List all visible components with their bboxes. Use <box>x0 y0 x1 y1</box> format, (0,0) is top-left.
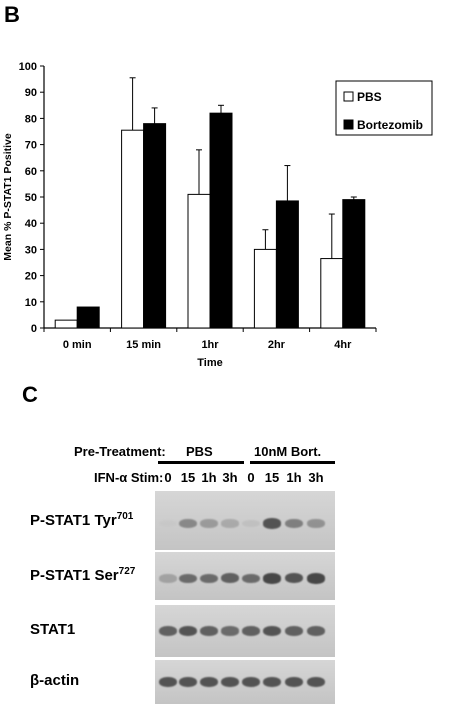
lane-label: 3h <box>308 470 324 485</box>
blot-row-label: P-STAT1 Tyr701 <box>30 511 133 529</box>
x-tick-label: 1hr <box>201 339 219 351</box>
bar-pbs <box>253 248 277 329</box>
blot-band <box>200 519 218 528</box>
y-tick-label: 90 <box>25 87 37 99</box>
bar-pbs <box>121 129 145 329</box>
blot-band <box>200 573 218 584</box>
blot-row-label: STAT1 <box>30 621 75 638</box>
blot-band <box>179 518 197 529</box>
blot-band <box>285 573 303 584</box>
blot-band <box>179 573 197 584</box>
chart-axes: 0 10 20 30 40 50 60 70 80 90 100 Mean % P-STAT1 Pos… <box>2 61 377 369</box>
blot-band <box>179 676 197 688</box>
lane-label: 0 <box>164 470 172 485</box>
blot-band <box>242 626 260 636</box>
x-tick-label: 4hr <box>334 339 352 351</box>
blot-row-name: β-actin <box>30 672 80 689</box>
blot-band <box>159 519 177 528</box>
blot-band <box>200 676 218 688</box>
lane-label: 1h <box>201 470 217 485</box>
blot-band <box>263 573 281 584</box>
y-tick-label: 10 <box>25 297 37 309</box>
y-tick-label: 30 <box>25 244 37 256</box>
blot-strip <box>155 491 335 550</box>
panel-c-label: C <box>22 382 38 407</box>
y-tick-label: 70 <box>25 140 37 152</box>
bar-bortezomib <box>342 199 366 329</box>
blot-band <box>242 519 260 528</box>
blot-band <box>263 625 281 637</box>
bar-pbs <box>54 319 78 329</box>
blot-row-name: P-STAT1 Ser <box>30 567 119 584</box>
stim-label: IFN-α Stim: <box>94 470 164 485</box>
blot-band <box>307 518 325 528</box>
y-tick-label: 20 <box>25 271 37 283</box>
blot-strip <box>155 605 335 657</box>
blot-band <box>285 676 303 688</box>
lane-label: 15 <box>180 470 196 485</box>
legend-swatch <box>343 91 354 102</box>
x-tick-label: 0 min <box>63 339 92 351</box>
blot-row-superscript: 727 <box>118 566 136 577</box>
bar-bortezomib <box>76 306 100 329</box>
blot-band <box>307 573 325 584</box>
blot-strip <box>155 660 335 704</box>
y-tick-label: 80 <box>25 113 37 125</box>
blot-strip <box>155 552 335 600</box>
legend-swatch <box>343 119 354 130</box>
blot-band <box>221 626 239 636</box>
lane-label: 3h <box>222 470 238 485</box>
y-tick-label: 50 <box>25 192 37 204</box>
bar-pbs <box>320 258 344 329</box>
blot-band <box>242 573 260 584</box>
blot-band <box>221 519 239 528</box>
chart-bars <box>54 77 366 329</box>
chart-legend: PBS Bortezomib <box>335 80 433 136</box>
blot-band <box>285 626 303 636</box>
legend-label: PBS <box>357 90 382 104</box>
blot-band <box>307 676 325 688</box>
x-tick-label: 2hr <box>268 339 286 351</box>
blot-band <box>263 518 281 529</box>
blot-band <box>221 676 239 688</box>
blot-band <box>285 518 303 529</box>
blot-row-name: STAT1 <box>30 621 76 638</box>
group-bar-bort <box>250 461 335 464</box>
blot-band <box>200 626 218 636</box>
blot-band <box>263 676 281 688</box>
bar-bortezomib <box>209 112 233 329</box>
group-label-pbs: PBS <box>186 444 213 459</box>
lane-label: 1h <box>286 470 302 485</box>
blot-row-superscript: 701 <box>116 510 134 522</box>
bar-bortezomib <box>143 123 167 329</box>
blot-band <box>307 626 325 636</box>
blot-band <box>179 625 197 637</box>
x-axis-label: Time <box>197 357 222 369</box>
blot-row-label: P-STAT1 Ser727 <box>30 566 135 584</box>
bar-pbs <box>187 193 211 329</box>
blot-row-name: P-STAT1 Tyr <box>30 511 117 529</box>
lane-label: 0 <box>247 470 255 485</box>
blot-row-label: β-actin <box>30 672 79 689</box>
pretreatment-label: Pre-Treatment: <box>74 444 166 459</box>
blot-band <box>221 573 239 584</box>
panel-b-label: B <box>4 2 20 27</box>
bar-chart: 0 10 20 30 40 50 60 70 80 90 100 Mean % P-STAT1 Pos… <box>2 61 433 369</box>
y-tick-label: 0 <box>31 323 37 335</box>
blot-band <box>159 626 177 636</box>
y-tick-label: 100 <box>19 61 37 73</box>
bar-bortezomib <box>275 200 299 329</box>
y-axis-label: Mean % P-STAT1 Positive <box>2 133 14 261</box>
legend-label: Bortezomib <box>357 118 423 132</box>
group-label-bort: 10nM Bort. <box>254 444 322 459</box>
y-tick-label: 40 <box>25 218 37 230</box>
x-tick-label: 15 min <box>126 339 161 351</box>
lane-label: 15 <box>264 470 280 485</box>
blot-band <box>159 574 177 583</box>
y-tick-label: 60 <box>25 166 37 178</box>
group-bar-pbs <box>158 461 244 464</box>
blot-band <box>159 676 177 688</box>
blot-band <box>242 676 260 688</box>
